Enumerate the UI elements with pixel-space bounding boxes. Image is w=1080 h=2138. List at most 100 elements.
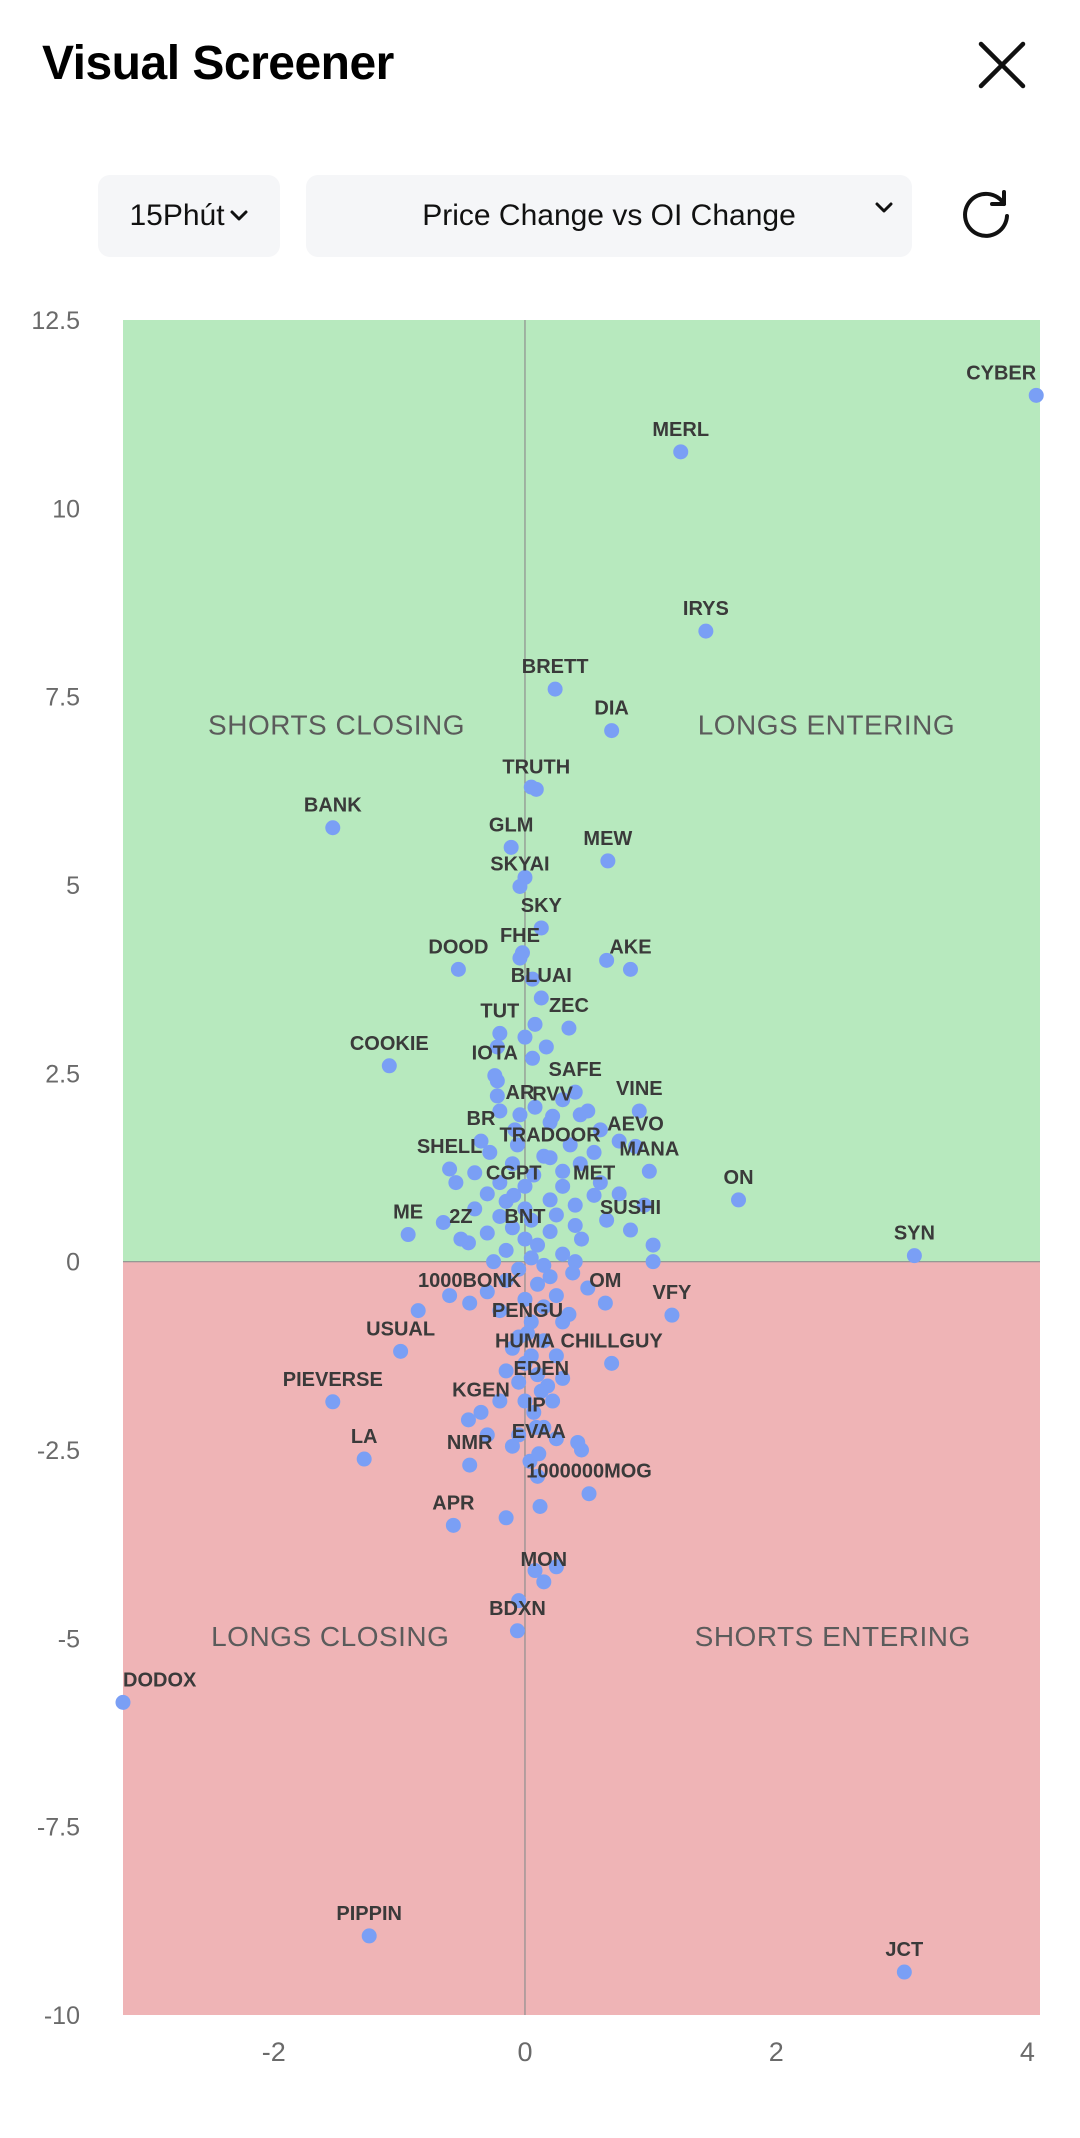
data-point: [567, 1084, 583, 1100]
point-label: IOTA: [472, 1043, 518, 1065]
y-tick-label: 12.5: [31, 307, 80, 335]
data-point: [567, 1218, 583, 1234]
data-point: [517, 1178, 533, 1194]
point-label: OM: [589, 1270, 621, 1292]
point-label: SKYAI: [490, 854, 549, 876]
point-label: BDXN: [489, 1598, 546, 1620]
data-point: [519, 1325, 535, 1341]
data-point: [512, 1107, 528, 1123]
data-point: [906, 1248, 922, 1264]
data-point: [325, 820, 341, 836]
point-label: VFY: [652, 1282, 692, 1304]
data-point: [467, 1201, 483, 1217]
data-point: [486, 1254, 502, 1270]
data-point: [445, 1517, 461, 1533]
data-point: [536, 1333, 552, 1349]
point-label: 1000000MOG: [526, 1461, 652, 1483]
data-point: [393, 1343, 409, 1359]
data-point: [532, 1499, 548, 1514]
data-point: [580, 1280, 596, 1296]
data-point: [542, 1224, 558, 1240]
x-tick-label: 2: [769, 2037, 784, 2067]
data-point: [473, 1133, 489, 1149]
data-point: [548, 1559, 564, 1575]
point-label: SHELL: [417, 1136, 483, 1158]
data-point: [487, 1068, 503, 1084]
data-point: [542, 1192, 558, 1208]
point-label: BR: [467, 1108, 496, 1130]
data-point: [511, 1593, 527, 1609]
timeframe-value: 15Phút: [129, 199, 225, 232]
point-label: JCT: [885, 1939, 923, 1961]
point-label: IP: [527, 1394, 546, 1416]
data-point: [536, 1299, 552, 1315]
data-point: [572, 1156, 588, 1172]
y-tick-label: 5: [66, 872, 80, 900]
point-label: TRADOOR: [500, 1125, 602, 1147]
controls-bar: 15Phút Price Change vs OI Change: [0, 170, 1080, 262]
data-point: [511, 1261, 527, 1277]
data-point: [504, 1340, 520, 1356]
data-point: [548, 1431, 564, 1447]
point-label: KGEN: [452, 1379, 510, 1401]
data-point: [628, 1138, 644, 1154]
data-point: [526, 1167, 542, 1183]
y-tick-label: -5: [58, 1625, 80, 1653]
data-point: [462, 1295, 478, 1311]
point-label: AR: [506, 1082, 535, 1104]
data-point: [604, 723, 620, 739]
point-label: BLUAI: [511, 965, 572, 987]
y-tick-label: -7.5: [37, 1814, 80, 1842]
refresh-button[interactable]: [958, 186, 1014, 242]
data-point: [527, 1563, 543, 1579]
data-point: [567, 1254, 583, 1270]
data-point: [574, 1442, 589, 1458]
header: Visual Screener: [0, 0, 1080, 140]
close-button[interactable]: [975, 38, 1029, 92]
point-label: AEVO: [607, 1113, 664, 1135]
metric-select[interactable]: Price Change vs OI Change: [306, 175, 912, 257]
data-point: [492, 1303, 508, 1319]
point-label: AKE: [609, 936, 651, 958]
data-point: [509, 1623, 525, 1639]
y-tick-label: -2.5: [37, 1437, 80, 1465]
close-icon: [978, 41, 1026, 89]
point-label: SAFE: [549, 1059, 602, 1081]
point-label: DODOX: [123, 1669, 197, 1691]
data-point: [547, 681, 563, 697]
point-label: DIA: [594, 698, 628, 720]
point-label: EDEN: [514, 1358, 570, 1380]
point-label: ME: [393, 1202, 423, 1224]
timeframe-select[interactable]: 15Phút: [98, 175, 280, 257]
data-point: [410, 1303, 426, 1319]
data-point: [555, 1370, 571, 1386]
data-point: [442, 1161, 458, 1177]
data-point: [492, 1103, 508, 1119]
data-point: [896, 1964, 912, 1980]
data-point: [611, 1186, 627, 1202]
data-point: [1028, 387, 1044, 403]
point-label: TRUTH: [502, 756, 570, 778]
data-point: [517, 1201, 533, 1217]
data-point: [115, 1694, 131, 1710]
scatter-chart: SHORTS CLOSING LONGS ENTERING LONGS CLOSIN…: [31, 307, 1044, 2067]
data-point: [528, 781, 544, 797]
data-point: [525, 1050, 541, 1066]
data-point: [586, 1187, 602, 1203]
data-point: [545, 1108, 561, 1124]
point-label: ZEC: [549, 995, 589, 1017]
data-point: [545, 1393, 561, 1409]
point-label: MET: [573, 1162, 615, 1184]
data-point: [555, 1314, 571, 1330]
data-point: [673, 444, 689, 460]
data-point: [504, 1156, 520, 1172]
point-label: RVV: [532, 1083, 573, 1105]
data-point: [599, 1212, 615, 1228]
data-point: [492, 1393, 508, 1409]
data-point: [538, 1039, 554, 1055]
point-label: SYN: [894, 1223, 935, 1245]
point-label: GLM: [489, 814, 533, 836]
data-point: [517, 1291, 533, 1307]
data-point: [527, 1016, 543, 1032]
data-point: [517, 1355, 533, 1371]
